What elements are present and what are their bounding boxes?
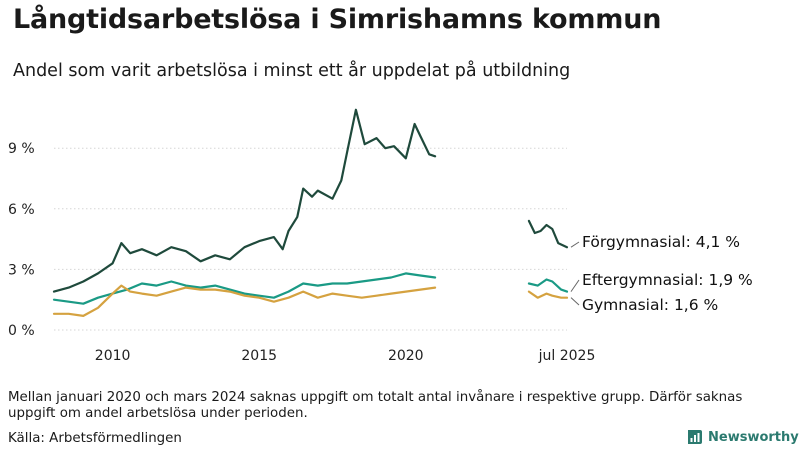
y-tick-label: 9 % <box>8 141 35 157</box>
label-leader-line <box>570 279 580 292</box>
end-label-gymnasial: Gymnasial: 1,6 % <box>582 296 718 314</box>
x-axis-ticks: 2010 2015 2020 jul 2025 <box>95 348 596 364</box>
series-line-eftergymnasial <box>52 272 437 305</box>
x-tick-label: jul 2025 <box>538 348 596 364</box>
end-labels: Förgymnasial: 4,1 % Eftergymnasial: 1,9 %… <box>570 233 753 314</box>
x-tick-label: 2010 <box>95 348 131 364</box>
series-line-eftergymnasial <box>527 278 569 293</box>
y-axis-ticks: 0 % 3 % 6 % 9 % <box>8 141 35 339</box>
newsworthy-logo-icon <box>688 430 702 444</box>
series-line-förgymnasial <box>52 108 437 293</box>
footnote: Mellan januari 2020 och mars 2024 saknas… <box>8 390 743 421</box>
line-chart: 0 % 3 % 6 % 9 % 2010 2015 2020 jul 2025 Förgym… <box>8 108 753 364</box>
y-tick-label: 0 % <box>8 323 35 339</box>
chart-subtitle: Andel som varit arbetslösa i minst ett å… <box>13 61 571 81</box>
series-line-gymnasial <box>527 290 569 299</box>
grid-lines <box>54 147 567 331</box>
logo-text: Newsworthy <box>708 429 799 445</box>
series-line-förgymnasial <box>527 219 569 249</box>
x-tick-label: 2020 <box>388 348 424 364</box>
y-tick-label: 6 % <box>8 202 35 218</box>
source-text: Källa: Arbetsförmedlingen <box>8 431 182 446</box>
label-leader-line <box>570 297 580 306</box>
series-lines <box>52 108 569 317</box>
end-label-förgymnasial: Förgymnasial: 4,1 % <box>582 233 740 251</box>
newsworthy-logo: Newsworthy <box>686 429 799 445</box>
end-label-eftergymnasial: Eftergymnasial: 1,9 % <box>582 271 753 289</box>
label-leader-line <box>570 241 580 248</box>
series-line-gymnasial <box>52 284 437 317</box>
y-tick-label: 3 % <box>8 262 35 278</box>
x-tick-label: 2015 <box>241 348 277 364</box>
chart-title: Långtidsarbetslösa i Simrishamns kommun <box>13 4 662 35</box>
